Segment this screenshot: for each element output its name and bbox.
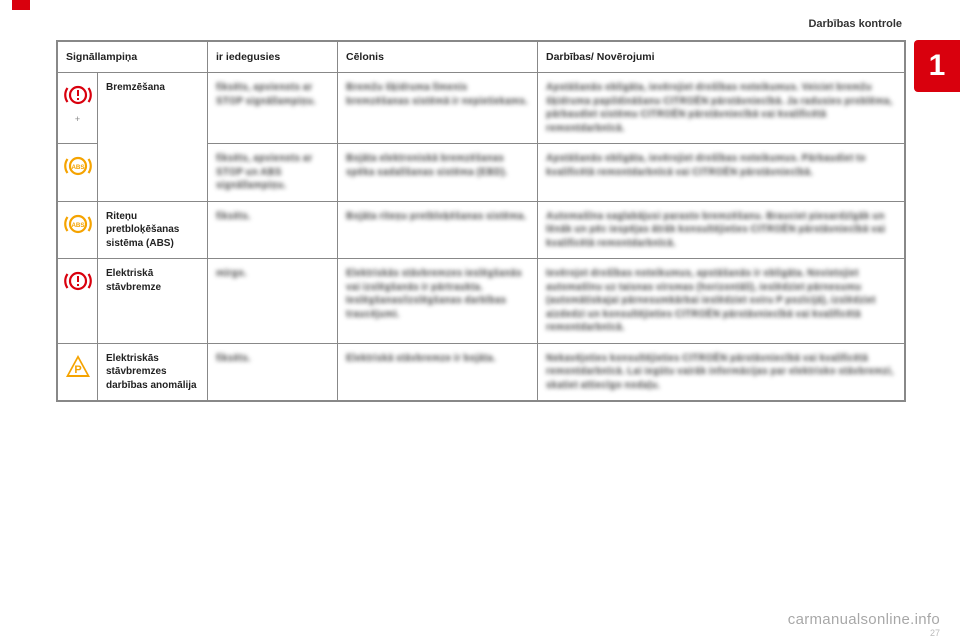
warning-lights-table: Signāllampiņa ir iedegusies Cēlonis Darb… (56, 40, 906, 402)
signal-icon-cell (58, 259, 98, 344)
svg-text:P: P (74, 364, 81, 376)
col-signal: Signāllampiņa (58, 42, 208, 73)
chapter-badge: 1 (914, 40, 960, 92)
table-row: Elektriskā stāvbremze mirgo. Elektriskās… (58, 259, 905, 344)
row-lit: fiksēts, apvienots ar STOP un ABS signāl… (208, 144, 338, 202)
page-number: 27 (930, 628, 940, 638)
row-actions: Ievērojot drošības noteikumus, apstāšanā… (538, 259, 905, 344)
svg-text:ABS: ABS (71, 222, 84, 229)
col-cause: Cēlonis (338, 42, 538, 73)
signal-icon-cell: ABS (58, 144, 98, 202)
brake-warning-red-icon (64, 81, 92, 109)
abs-warning-yellow-icon: ABS (64, 210, 92, 238)
accent-bar (12, 0, 30, 10)
row-cause: Bojāta riteņu pretbloķēšanas sistēma. (338, 201, 538, 259)
watermark: carmanualsonline.info (788, 611, 940, 628)
row-lit: fiksēts. (208, 343, 338, 401)
row-cause: Bremžu šķidruma līmenis bremzēšanas sist… (338, 73, 538, 144)
section-title: Darbības kontrole (808, 18, 902, 30)
triangle-p-yellow-icon: P (63, 352, 93, 380)
row-name: Elektriskās stāvbremzes darbības anomāli… (98, 343, 208, 401)
row-lit: mirgo. (208, 259, 338, 344)
col-actions: Darbības/ Novērojumi (538, 42, 905, 73)
table-row: P Elektriskās stāvbremzes darbības anomā… (58, 343, 905, 401)
row-name: Elektriskā stāvbremze (98, 259, 208, 344)
row-name: Riteņu pretbloķēšanas sistēma (ABS) (98, 201, 208, 259)
table-row: ABS Riteņu pretbloķēšanas sistēma (ABS) … (58, 201, 905, 259)
brake-warning-red-icon (64, 267, 92, 295)
row-cause: Elektriskās stāvbremzes ieslēgšanās vai … (338, 259, 538, 344)
row-actions: Nekavējoties konsultējieties CITROËN pār… (538, 343, 905, 401)
row-name: Bremzēšana (98, 73, 208, 202)
table-row: + Bremzēšana fiksēts, apvienots ar STOP … (58, 73, 905, 144)
svg-text:ABS: ABS (71, 164, 84, 171)
table-header-row: Signāllampiņa ir iedegusies Cēlonis Darb… (58, 42, 905, 73)
abs-warning-yellow-icon: ABS (64, 152, 92, 180)
col-lit: ir iedegusies (208, 42, 338, 73)
row-actions: Automašīna saglabājusi parasto bremzēšan… (538, 201, 905, 259)
row-actions: Apstāšanās obligāta, ievērojiet drošības… (538, 73, 905, 144)
row-lit: fiksēts. (208, 201, 338, 259)
row-actions: Apstāšanās obligāta, ievērojiet drošības… (538, 144, 905, 202)
row-lit: fiksēts, apvienots ar STOP signāllampiņu… (208, 73, 338, 144)
row-cause: Elektriskā stāvbremze ir bojāta. (338, 343, 538, 401)
signal-icon-cell: ABS (58, 201, 98, 259)
row-cause: Bojāta elektroniskā bremzēšanas spēka sa… (338, 144, 538, 202)
signal-icon-cell: + (58, 73, 98, 144)
signal-icon-cell: P (58, 343, 98, 401)
